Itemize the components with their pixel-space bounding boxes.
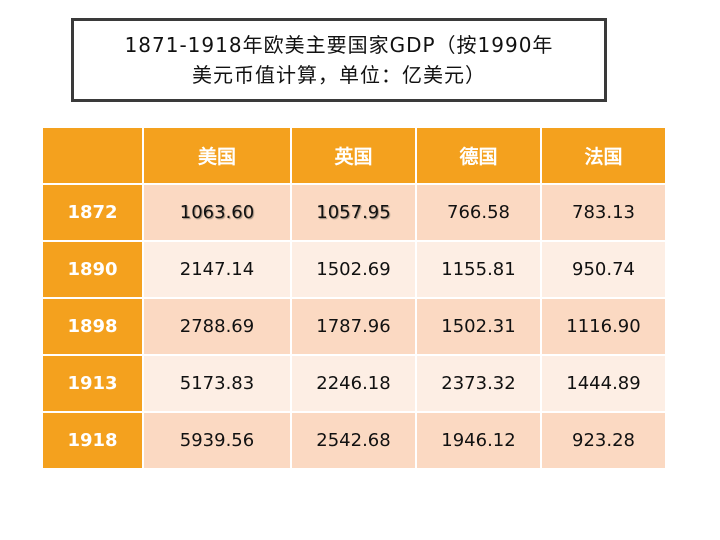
row-year: 1872 [43, 184, 144, 242]
table-cell: 1502.69 [291, 241, 417, 299]
table-row: 1913 5173.83 2246.18 2373.32 1444.89 [43, 355, 667, 413]
table-cell: 783.13 [541, 184, 667, 242]
row-year: 1890 [43, 241, 144, 299]
table-cell: 1057.95 [291, 184, 417, 242]
title-line-2: 美元币值计算，单位：亿美元） [192, 63, 486, 87]
header-france: 法国 [541, 128, 667, 185]
row-year: 1913 [43, 355, 144, 413]
title-box: 1871-1918年欧美主要国家GDP（按1990年 美元币值计算，单位：亿美元… [71, 18, 607, 102]
gdp-table: 美国 英国 德国 法国 1872 1063.60 1057.95 766.58 … [43, 128, 667, 470]
table-row: 1918 5939.56 2542.68 1946.12 923.28 [43, 412, 667, 470]
title-line-1: 1871-1918年欧美主要国家GDP（按1990年 [124, 33, 554, 57]
table-cell: 5939.56 [143, 412, 292, 470]
table-cell: 766.58 [416, 184, 542, 242]
table-cell: 1116.90 [541, 298, 667, 356]
table-cell: 2542.68 [291, 412, 417, 470]
table-cell: 1946.12 [416, 412, 542, 470]
table-header-row: 美国 英国 德国 法国 [43, 128, 667, 185]
row-year: 1918 [43, 412, 144, 470]
table-row: 1872 1063.60 1057.95 766.58 783.13 [43, 184, 667, 242]
table-cell: 2246.18 [291, 355, 417, 413]
table-cell: 5173.83 [143, 355, 292, 413]
table-row: 1890 2147.14 1502.69 1155.81 950.74 [43, 241, 667, 299]
table-cell: 923.28 [541, 412, 667, 470]
table-cell: 1787.96 [291, 298, 417, 356]
header-corner-cell [43, 128, 144, 185]
header-usa: 美国 [143, 128, 292, 185]
table-cell: 2147.14 [143, 241, 292, 299]
table-cell: 1444.89 [541, 355, 667, 413]
header-uk: 英国 [291, 128, 417, 185]
table-cell: 950.74 [541, 241, 667, 299]
page-title: 1871-1918年欧美主要国家GDP（按1990年 美元币值计算，单位：亿美元… [99, 30, 579, 90]
table-cell: 1063.60 [143, 184, 292, 242]
table-cell: 1502.31 [416, 298, 542, 356]
table-cell: 2788.69 [143, 298, 292, 356]
table-cell: 1155.81 [416, 241, 542, 299]
table-row: 1898 2788.69 1787.96 1502.31 1116.90 [43, 298, 667, 356]
table-cell: 2373.32 [416, 355, 542, 413]
header-germany: 德国 [416, 128, 542, 185]
row-year: 1898 [43, 298, 144, 356]
